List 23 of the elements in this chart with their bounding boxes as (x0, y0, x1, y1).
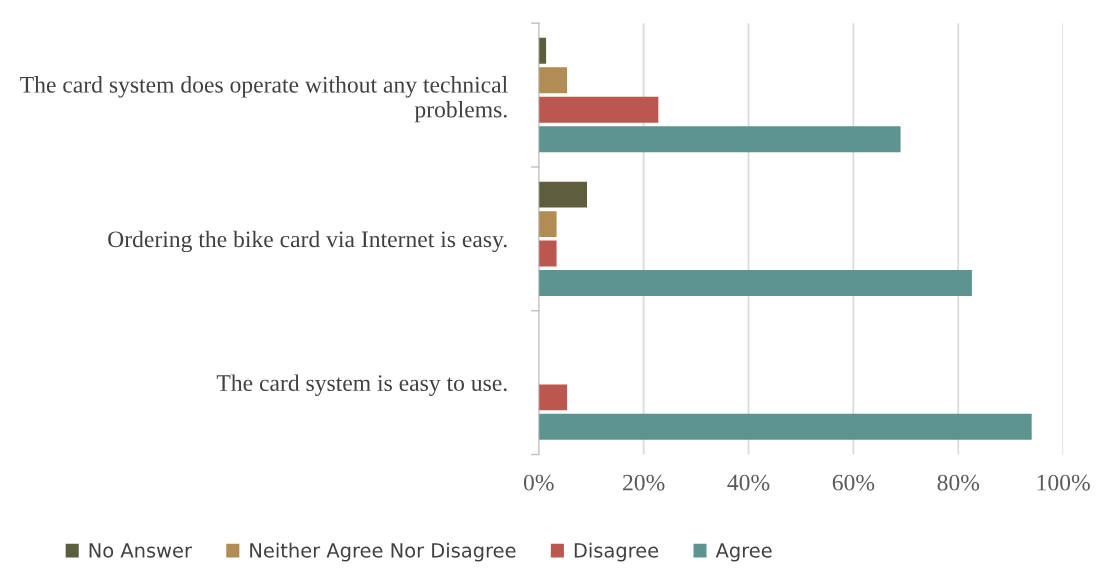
bar (538, 270, 972, 297)
bar (538, 240, 557, 267)
bar (538, 37, 547, 64)
legend-label: Neither Agree Nor Disagree (250, 542, 516, 562)
bar (538, 96, 659, 123)
y-tick-label: The card system does operate without any technical problems. (20, 76, 508, 123)
x-tick-label: 80% (937, 474, 980, 491)
legend-label: Disagree (574, 542, 659, 562)
bar (538, 67, 568, 94)
bar (538, 181, 587, 208)
x-tick-label: 40% (727, 474, 770, 491)
x-tick-label: 0% (523, 474, 554, 491)
y-tick-label: Ordering the bike card via Internet is easy. (108, 230, 507, 253)
bar (538, 384, 568, 411)
bar (538, 211, 557, 238)
bar (538, 126, 901, 153)
legend-label: No Answer (89, 543, 192, 558)
x-tick-label: 60% (832, 474, 875, 491)
legend-label: Agree (715, 543, 772, 562)
x-tick-label: 20% (623, 474, 665, 491)
y-tick-label: The card system is easy to use. (216, 374, 507, 396)
x-tick-label: 100% (1037, 474, 1090, 491)
bar (538, 413, 1032, 440)
